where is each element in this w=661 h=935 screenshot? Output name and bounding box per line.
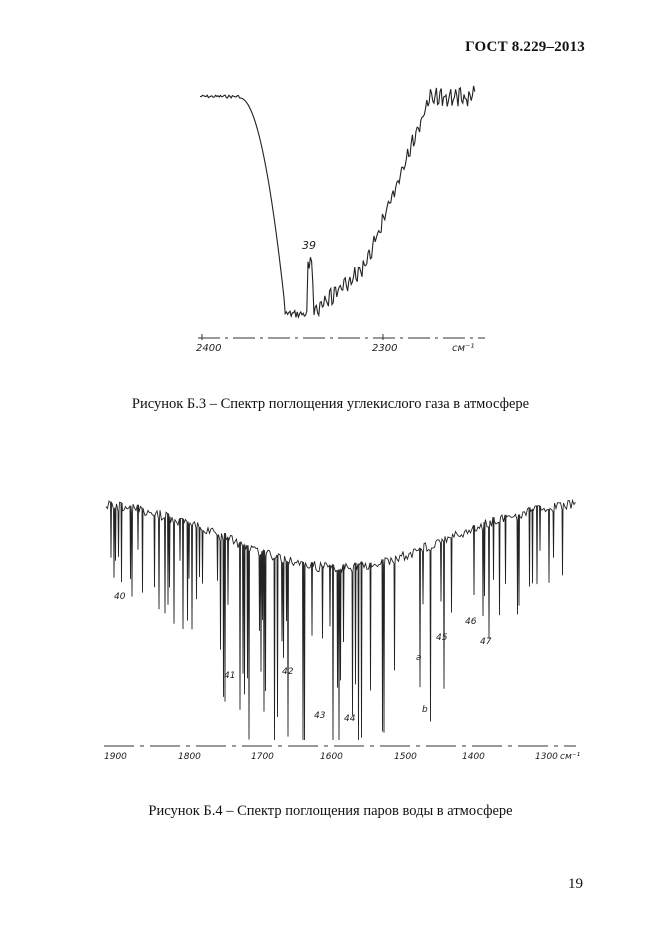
- h2o-band-annotation: a: [416, 653, 422, 663]
- h2o-tick-label: 1600: [320, 752, 343, 762]
- co2-band-annotation: 39: [302, 239, 316, 252]
- co2-spectrum-figure: 2400 2300 см⁻¹ 39: [190, 80, 490, 360]
- h2o-tick-label: 1700: [251, 752, 274, 762]
- standard-header: ГОСТ 8.229–2013: [465, 39, 585, 55]
- water-vapor-spectrum-trace: [105, 498, 576, 741]
- h2o-band-annotation: b: [422, 705, 428, 715]
- h2o-band-annotation: 42: [282, 667, 294, 677]
- h2o-tick-label: 1300: [535, 752, 558, 762]
- h2o-axis-ticks: 1900 1800 1700 1600 1500 1400 1300 см⁻¹: [104, 752, 580, 762]
- page-number: 19: [568, 876, 583, 892]
- h2o-tick-label: 1800: [178, 752, 201, 762]
- water-vapor-spectrum-plot: 1900 1800 1700 1600 1500 1400 1300 см⁻¹ …: [104, 498, 580, 762]
- h2o-band-annotation: 43: [314, 711, 326, 721]
- h2o-band-annotation: 46: [465, 617, 477, 627]
- h2o-band-annotation: 44: [344, 714, 356, 724]
- h2o-band-annotation: 45: [436, 633, 448, 643]
- h2o-band-annotation: 47: [480, 637, 492, 647]
- h2o-unit-label: см⁻¹: [560, 752, 580, 762]
- co2-spectrum-plot: 2400 2300 см⁻¹ 39: [196, 85, 485, 354]
- h2o-band-annotation: 40: [114, 592, 126, 602]
- water-vapor-spectrum-figure: 1900 1800 1700 1600 1500 1400 1300 см⁻¹ …: [98, 478, 598, 768]
- h2o-tick-label: 1400: [462, 752, 485, 762]
- h2o-tick-label: 1900: [104, 752, 127, 762]
- figure-b4-caption: Рисунок Б.4 – Спектр поглощения паров во…: [148, 803, 513, 819]
- co2-spectrum-trace: [199, 85, 476, 320]
- h2o-tick-label: 1500: [394, 752, 417, 762]
- h2o-band-annotation: 41: [224, 671, 235, 681]
- co2-tick-label: 2300: [372, 343, 397, 354]
- co2-unit-label: см⁻¹: [452, 343, 474, 354]
- co2-tick-label: 2400: [196, 343, 221, 354]
- figure-b3-caption: Рисунок Б.3 – Спектр поглощения углекисл…: [131, 396, 530, 412]
